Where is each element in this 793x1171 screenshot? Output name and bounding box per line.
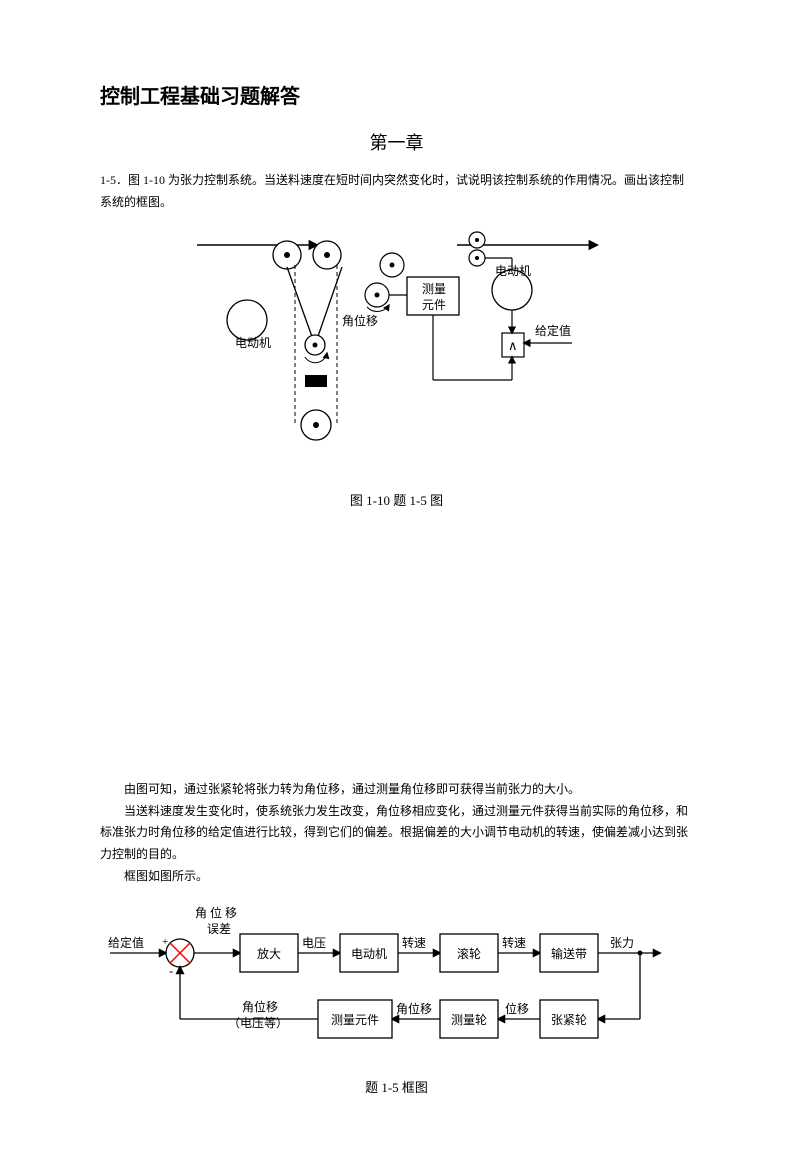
problem-text: 1-5．图 1-10 为张力控制系统。当送料速度在短时间内突然变化时，试说明该控… <box>100 170 693 213</box>
bd491-meas-wheel: 测量轮 <box>451 1013 487 1027</box>
bd-meas-elem: 测量元件 <box>331 1013 379 1027</box>
bd-speed1: 转速 <box>402 935 426 950</box>
error-label-top: 角 位 移 <box>195 905 237 920</box>
bd-angdisp: 角位移 <box>396 1001 432 1016</box>
sum-plus: + <box>162 936 168 948</box>
amp-symbol: ∧ <box>508 338 518 353</box>
bd-voltage: 电压 <box>302 936 326 950</box>
bd-motor: 电动机 <box>351 947 387 961</box>
motor-left-label: 电动机 <box>235 336 271 350</box>
answer-text: 由图可知，通过张紧轮将张力转为角位移，通过测量角位移即可获得当前张力的大小。 当… <box>100 779 693 887</box>
setpoint-label: 给定值 <box>535 323 571 338</box>
measure-box-l2: 元件 <box>422 298 446 312</box>
answer-p2: 当送料速度发生变化时，使系统张力发生改变，角位移相应变化，通过测量元件获得当前实… <box>100 801 693 866</box>
figure-2-block-diagram: 角 位 移 误差 给定值 + - 放大 电压 电动机 转速 滚轮 转速 输 <box>100 897 700 1062</box>
bd-setpoint-label: 给定值 <box>108 935 144 950</box>
bd-amp: 放大 <box>257 946 281 961</box>
error-label-bot: 误差 <box>207 922 231 936</box>
figure-2-caption: 题 1-5 框图 <box>100 1077 693 1096</box>
motor-right-label: 电动机 <box>495 264 531 278</box>
figure-1-schematic: 电动机 角位移 测量 元件 <box>177 225 617 475</box>
bd-fb-top: 角位移 <box>242 999 278 1014</box>
bd-roller: 滚轮 <box>457 946 481 961</box>
bd-belt: 输送带 <box>551 946 587 961</box>
answer-p3: 框图如图所示。 <box>100 866 693 888</box>
bd-disp: 位移 <box>505 1001 529 1016</box>
sum-minus: - <box>169 963 173 978</box>
page-title: 控制工程基础习题解答 <box>100 80 693 109</box>
chapter-heading: 第一章 <box>100 129 693 155</box>
bd-tension: 张力 <box>610 936 634 950</box>
bd-speed2: 转速 <box>502 935 526 950</box>
bd-fb-bot: （电压等） <box>228 1016 288 1030</box>
bd-tensioner: 张紧轮 <box>551 1013 587 1027</box>
answer-p1: 由图可知，通过张紧轮将张力转为角位移，通过测量角位移即可获得当前张力的大小。 <box>100 779 693 801</box>
figure-1-caption: 图 1-10 题 1-5 图 <box>100 490 693 509</box>
measure-box-l1: 测量 <box>422 282 446 296</box>
angular-label: 角位移 <box>342 313 378 328</box>
